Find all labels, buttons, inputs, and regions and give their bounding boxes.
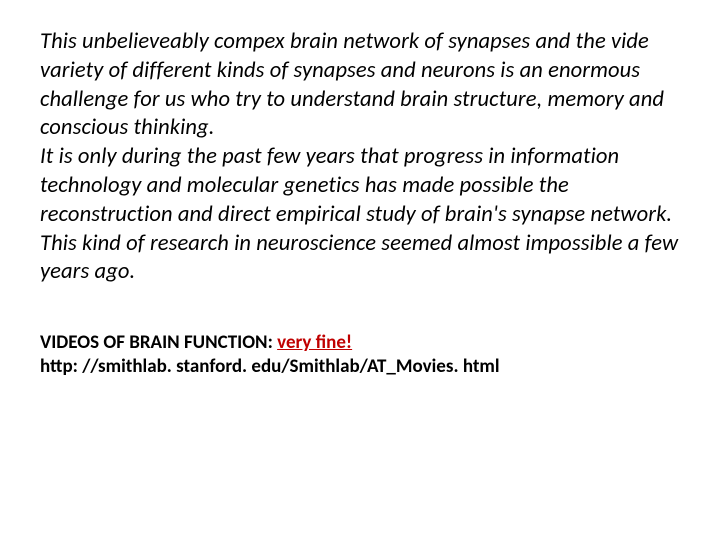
url-text: http: //smithlab. stanford. edu/Smithlab… xyxy=(40,355,680,379)
videos-label: VIDEOS OF BRAIN FUNCTION: xyxy=(40,331,277,354)
main-paragraph: This unbelieveably compex brain network … xyxy=(40,28,680,287)
videos-line: VIDEOS OF BRAIN FUNCTION: very fine! xyxy=(40,331,680,355)
very-fine-highlight: very fine! xyxy=(277,331,352,354)
footer-section: VIDEOS OF BRAIN FUNCTION: very fine! htt… xyxy=(40,331,680,380)
